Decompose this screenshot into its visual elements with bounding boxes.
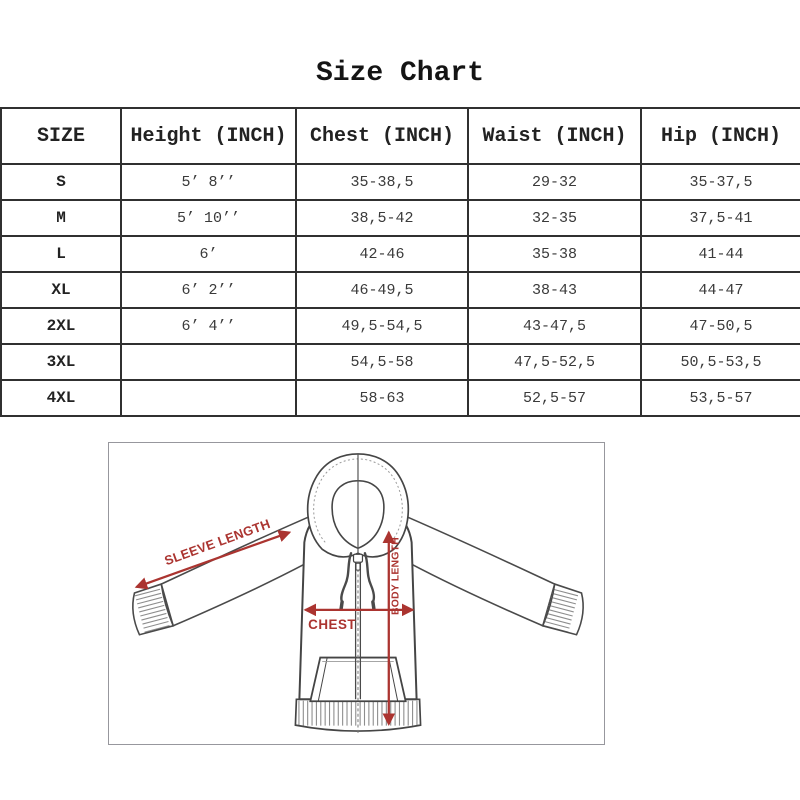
waist-cell: 47,5-52,5 <box>467 343 642 381</box>
size-cell: XL <box>0 271 122 309</box>
hip-cell: 53,5-57 <box>640 379 800 417</box>
col-header-size: SIZE <box>0 107 122 165</box>
hip-cell: 44-47 <box>640 271 800 309</box>
hip-cell: 41-44 <box>640 235 800 273</box>
waist-cell: 43-47,5 <box>467 307 642 345</box>
table-row: 4XL 58-63 52,5-57 53,5-57 <box>0 379 800 417</box>
height-cell: 5’ 10’’ <box>120 199 297 237</box>
size-cell: M <box>0 199 122 237</box>
size-cell: 4XL <box>0 379 122 417</box>
hoodie-measurement-diagram: SLEEVE LENGTH BODY LENGTH CHEST <box>132 453 584 734</box>
hip-cell: 50,5-53,5 <box>640 343 800 381</box>
chest-cell: 38,5-42 <box>295 199 469 237</box>
page-title: Size Chart <box>315 58 485 89</box>
size-cell: 2XL <box>0 307 122 345</box>
col-header-waist: Waist (INCH) <box>467 107 642 165</box>
size-cell: S <box>0 163 122 201</box>
sleeve-length-arrow <box>134 530 292 590</box>
col-header-chest: Chest (INCH) <box>295 107 469 165</box>
table-row: 2XL 6’ 4’’ 49,5-54,5 43-47,5 47-50,5 <box>0 307 800 345</box>
table-row: L 6’ 42-46 35-38 41-44 <box>0 235 800 273</box>
height-cell: 6’ 4’’ <box>120 307 297 345</box>
col-header-height: Height (INCH) <box>120 107 297 165</box>
waist-cell: 52,5-57 <box>467 379 642 417</box>
table-row: S 5’ 8’’ 35-38,5 29-32 35-37,5 <box>0 163 800 201</box>
body-length-label: BODY LENGTH <box>391 537 402 615</box>
hoodie-cuffs <box>132 583 584 636</box>
table-row: XL 6’ 2’’ 46-49,5 38-43 44-47 <box>0 271 800 309</box>
chest-cell: 42-46 <box>295 235 469 273</box>
size-cell: L <box>0 235 122 273</box>
chest-cell: 58-63 <box>295 379 469 417</box>
header-row: SIZE Height (INCH) Chest (INCH) Waist (I… <box>0 107 800 165</box>
height-cell <box>120 343 297 381</box>
hip-cell: 35-37,5 <box>640 163 800 201</box>
hoodie-zipper <box>352 553 364 734</box>
height-cell: 5’ 8’’ <box>120 163 297 201</box>
waist-cell: 38-43 <box>467 271 642 309</box>
table-row: M 5’ 10’’ 38,5-42 32-35 37,5-41 <box>0 199 800 237</box>
waist-cell: 32-35 <box>467 199 642 237</box>
measurement-arrows <box>134 530 415 727</box>
waist-cell: 29-32 <box>467 163 642 201</box>
waist-cell: 35-38 <box>467 235 642 273</box>
chest-cell: 49,5-54,5 <box>295 307 469 345</box>
height-cell: 6’ <box>120 235 297 273</box>
size-chart-table: SIZE Height (INCH) Chest (INCH) Waist (I… <box>0 107 800 417</box>
hoodie-hem-band <box>294 698 422 732</box>
chest-cell: 35-38,5 <box>295 163 469 201</box>
chest-cell: 46-49,5 <box>295 271 469 309</box>
measurement-diagram-frame: SLEEVE LENGTH BODY LENGTH CHEST <box>108 442 605 745</box>
chest-cell: 54,5-58 <box>295 343 469 381</box>
height-cell <box>120 379 297 417</box>
col-header-hip: Hip (INCH) <box>640 107 800 165</box>
size-cell: 3XL <box>0 343 122 381</box>
chest-label: CHEST <box>308 617 356 632</box>
height-cell: 6’ 2’’ <box>120 271 297 309</box>
table-row: 3XL 54,5-58 47,5-52,5 50,5-53,5 <box>0 343 800 381</box>
hip-cell: 47-50,5 <box>640 307 800 345</box>
hip-cell: 37,5-41 <box>640 199 800 237</box>
